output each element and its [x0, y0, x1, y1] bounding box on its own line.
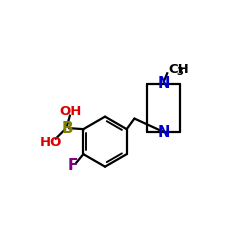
Text: N: N: [158, 76, 170, 92]
Text: HO: HO: [40, 136, 62, 149]
Text: CH: CH: [168, 63, 189, 76]
Text: B: B: [61, 121, 73, 136]
Text: F: F: [68, 158, 78, 173]
Text: 3: 3: [176, 67, 183, 77]
Text: OH: OH: [60, 105, 82, 118]
Text: N: N: [158, 124, 170, 140]
